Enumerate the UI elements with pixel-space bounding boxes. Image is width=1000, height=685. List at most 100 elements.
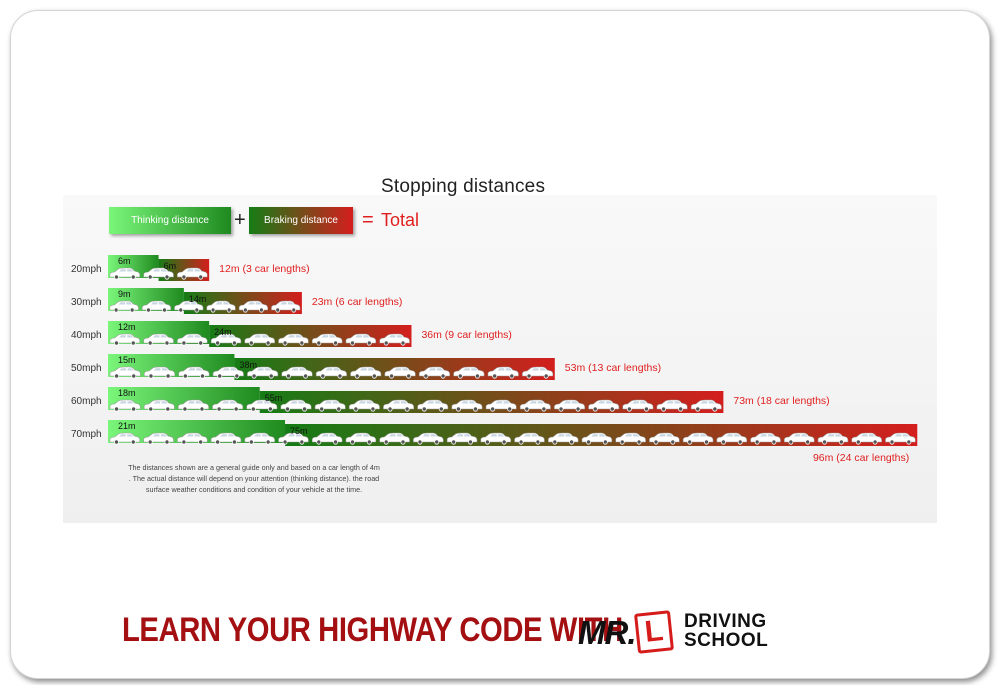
car-icon-60mph-13-wheel-rear <box>541 406 547 412</box>
car-icon-60mph-16-wheel-front <box>626 406 632 412</box>
car-icon-30mph-2-wheel-front <box>146 307 151 313</box>
legend-braking: Braking distance <box>249 207 353 234</box>
car-icon-40mph-4 <box>210 333 242 346</box>
car-icon-60mph-11-wheel-front <box>455 406 461 412</box>
car-icon-30mph-5-windows <box>248 302 262 305</box>
car-icon-30mph-3-wheel-rear <box>194 307 200 313</box>
car-icon-50mph-4 <box>212 366 244 379</box>
car-icon-70mph-2-windows <box>152 434 167 437</box>
car-icon-50mph-3-wheel-rear <box>200 373 205 379</box>
car-icon-40mph-3-wheel-rear <box>198 340 204 346</box>
footer-headline: LEARN YOUR HIGHWAY CODE WITH <box>122 611 623 649</box>
car-icon-40mph-5-wheel-rear <box>265 340 271 346</box>
car-icon-50mph-3-windows <box>188 368 203 371</box>
car-icon-70mph-13-wheel-rear <box>535 439 541 445</box>
car-icon-70mph-11 <box>446 432 478 445</box>
car-icon-70mph-19-windows <box>726 434 741 437</box>
car-icon-60mph-9-wheel-front <box>387 406 393 412</box>
car-icon-50mph-2 <box>144 366 176 379</box>
car-icon-60mph-6-wheel-front <box>285 406 290 412</box>
car-icon-70mph-24 <box>885 432 916 445</box>
car-icon-50mph-11 <box>453 366 485 379</box>
car-icon-50mph-7-windows <box>325 368 340 371</box>
car-icon-70mph-20 <box>750 432 781 445</box>
car-icon-70mph-6-wheel-front <box>282 439 288 445</box>
car-icon-60mph-8-wheel-front <box>353 406 359 412</box>
car-icon-70mph-9-wheel-front <box>383 439 389 445</box>
car-icon-70mph-1-windows <box>119 434 134 437</box>
car-icon-40mph-2 <box>143 333 174 346</box>
car-icon-40mph-2-wheel-rear <box>164 340 170 346</box>
car-icon-50mph-9-wheel-rear <box>406 373 412 379</box>
row-label-60mph: 60mph <box>71 396 102 407</box>
car-icon-70mph-14 <box>548 432 579 445</box>
car-icon-60mph-9-windows <box>392 401 408 404</box>
car-icon-30mph-3-wheel-front <box>178 307 184 313</box>
car-icon-60mph-6-windows <box>290 401 305 404</box>
car-icon-60mph-15 <box>588 399 620 412</box>
car-icon-70mph-5-windows <box>254 434 269 437</box>
car-icon-70mph-15 <box>581 432 613 445</box>
car-icon-70mph-10-windows <box>422 434 437 437</box>
legend-plus: + <box>234 209 246 231</box>
car-icon-50mph-7 <box>315 366 347 379</box>
car-icon-70mph-21-windows <box>793 434 808 437</box>
logo-mr: MR. <box>578 614 636 651</box>
car-icon-60mph-3-windows <box>187 401 202 404</box>
car-icon-50mph-1-wheel-front <box>114 373 120 379</box>
car-icon-70mph-10 <box>413 432 444 445</box>
car-icon-50mph-4-wheel-rear <box>234 373 240 379</box>
thinking-label-20mph: 6m <box>118 256 131 266</box>
car-icon-60mph-15-windows <box>598 401 613 404</box>
note-line-2: . The actual distance will depend on you… <box>128 474 380 483</box>
car-icon-70mph-5 <box>244 432 275 445</box>
car-icon-20mph-3-windows <box>186 269 201 272</box>
car-icon-30mph-1-windows <box>118 302 133 305</box>
car-icon-40mph-1-wheel-rear <box>130 340 136 346</box>
car-icon-60mph-1-windows <box>119 401 134 404</box>
legend-equals: = <box>362 209 374 231</box>
logo-driving: DRIVING <box>684 611 767 632</box>
car-icon-70mph-3-wheel-front <box>181 439 187 445</box>
car-icon-50mph-1-windows <box>119 368 134 371</box>
car-icon-70mph-17 <box>649 432 680 445</box>
car-icon-40mph-8-wheel-front <box>350 340 355 346</box>
car-icon-70mph-1-wheel-front <box>114 439 119 445</box>
car-icon-50mph-8-wheel-rear <box>371 373 377 379</box>
car-icon-20mph-3 <box>177 267 208 280</box>
car-icon-60mph-11-wheel-rear <box>473 406 478 412</box>
car-icon-50mph-5-windows <box>256 368 272 371</box>
car-icon-40mph-6-wheel-front <box>282 340 288 346</box>
car-icon-60mph-2-windows <box>153 401 168 404</box>
car-icon-50mph-7-wheel-rear <box>337 373 343 379</box>
car-icon-70mph-4-wheel-rear <box>231 439 237 445</box>
car-icon-50mph-7-wheel-front <box>320 373 326 379</box>
car-icon-50mph-13-wheel-rear <box>543 373 549 379</box>
car-icon-60mph-18-windows <box>700 401 715 404</box>
car-icon-60mph-5-wheel-front <box>250 406 256 412</box>
car-icon-20mph-2 <box>143 267 174 280</box>
car-icon-60mph-8-windows <box>358 401 373 404</box>
car-icon-70mph-16 <box>615 432 646 445</box>
car-icon-30mph-6 <box>271 300 301 313</box>
car-icon-70mph-18 <box>682 432 714 445</box>
car-icon-50mph-3-wheel-front <box>182 373 188 379</box>
car-icon-40mph-1 <box>109 333 141 346</box>
car-icon-60mph-3 <box>178 399 209 412</box>
note-line-3: surface weather conditions and condition… <box>145 485 363 494</box>
car-icon-60mph-13-windows <box>529 401 544 404</box>
car-icon-70mph-7-wheel-front <box>316 439 322 445</box>
car-icon-60mph-7-wheel-front <box>319 406 325 412</box>
car-icon-60mph-12 <box>485 399 517 412</box>
car-icon-70mph-15-wheel-front <box>586 439 591 445</box>
car-icon-70mph-2-wheel-rear <box>164 439 170 445</box>
car-icon-50mph-11-wheel-front <box>457 373 463 379</box>
car-icon-60mph-15-wheel-rear <box>609 406 615 412</box>
car-icon-60mph-12-wheel-front <box>490 406 496 412</box>
car-icon-70mph-17-wheel-front <box>653 439 659 445</box>
legend-total: Total <box>381 210 420 230</box>
car-icon-20mph-1 <box>109 267 141 280</box>
car-icon-50mph-11-windows <box>463 368 478 371</box>
car-icon-60mph-5-windows <box>256 401 271 404</box>
car-icon-40mph-1-windows <box>119 335 134 338</box>
